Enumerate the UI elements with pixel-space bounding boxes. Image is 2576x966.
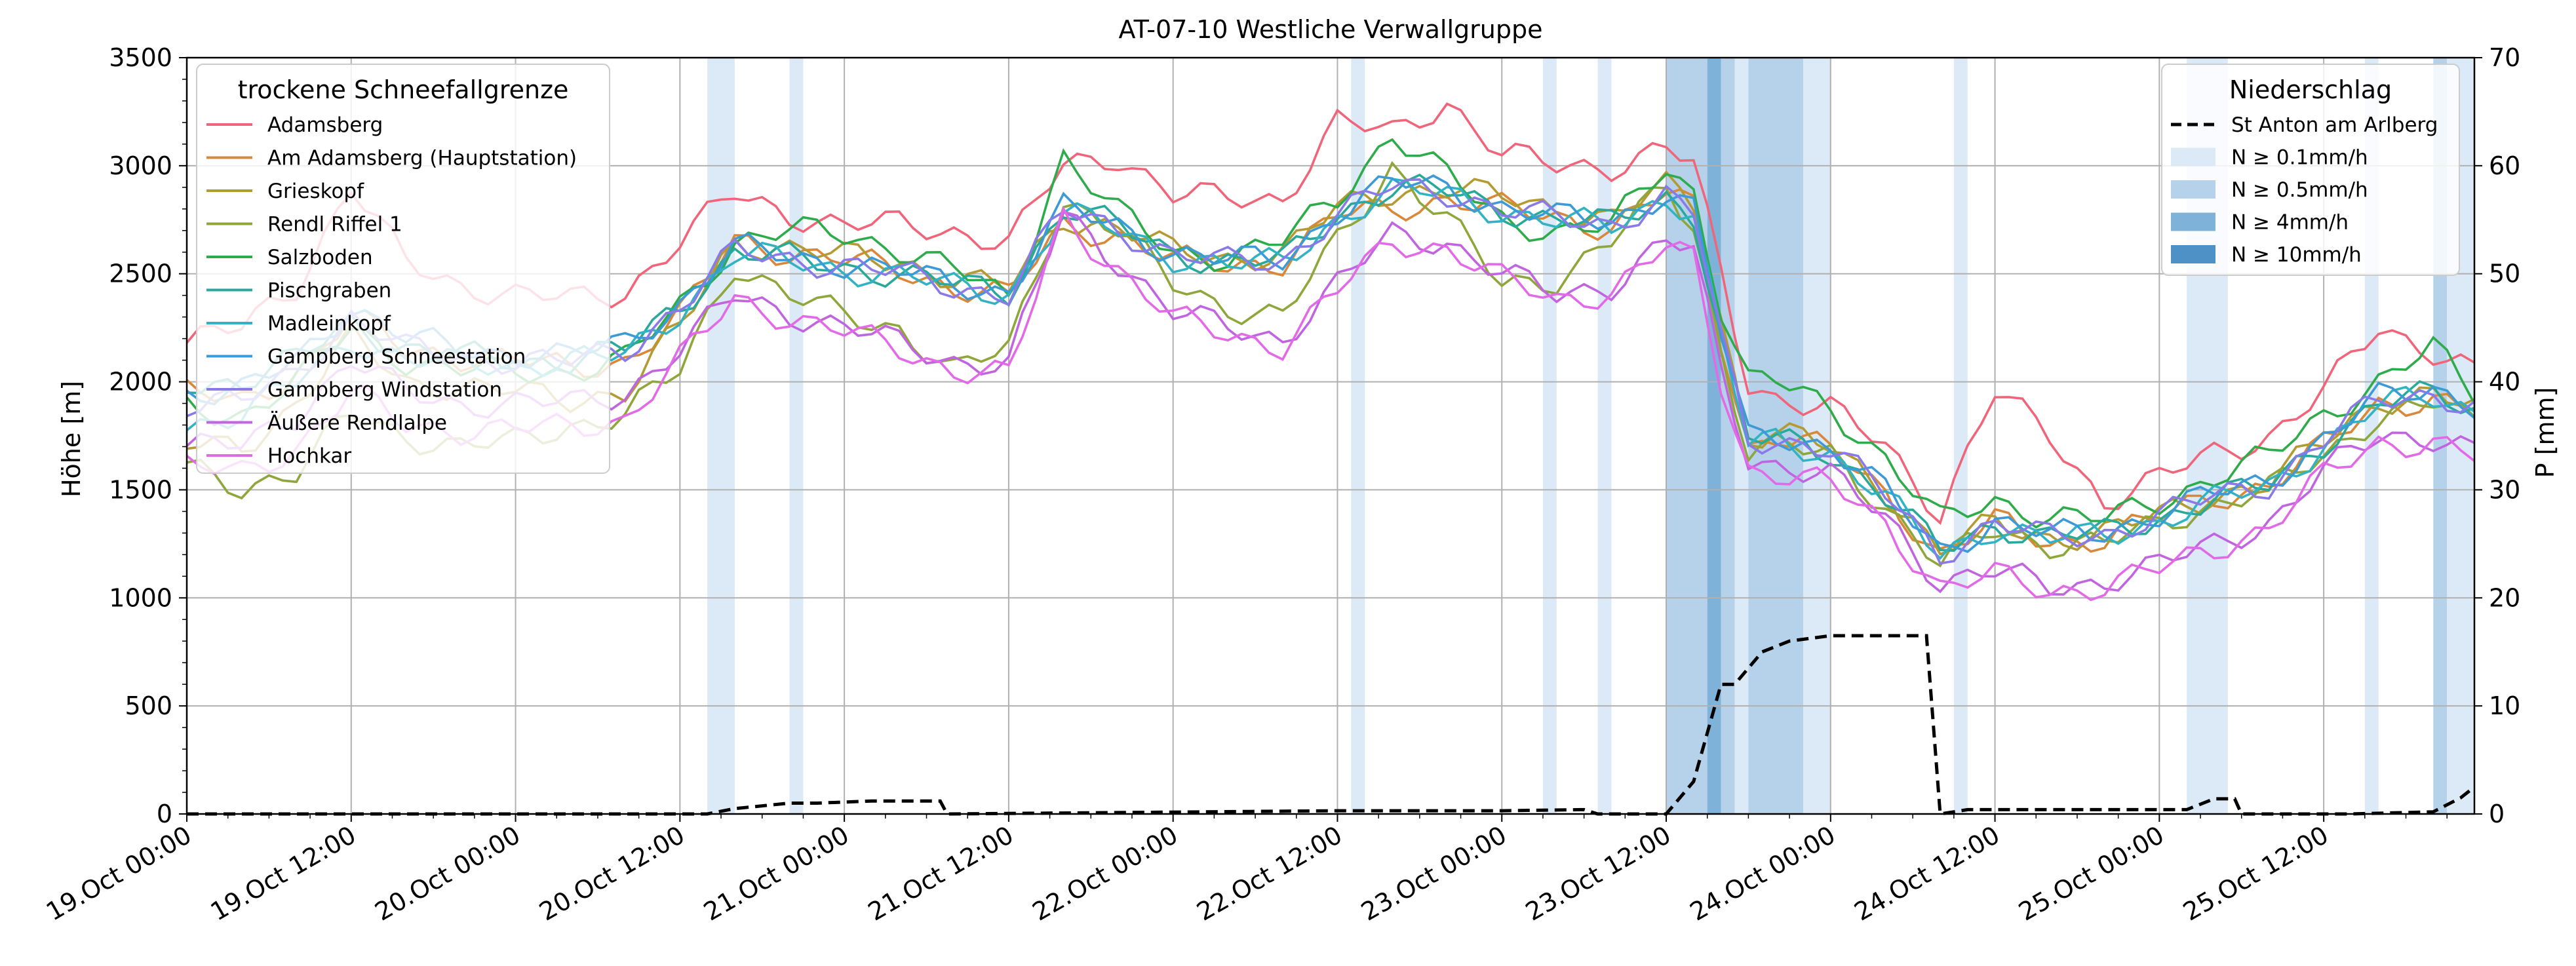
y2-tick-label-7: 70: [2489, 43, 2520, 72]
x-tick-label-2: 20.Oct 00:00: [370, 821, 526, 927]
x-tick-label-3: 20.Oct 12:00: [534, 821, 690, 927]
precip-band-3: [1542, 58, 1557, 814]
y2-tick-label-0: 0: [2489, 800, 2505, 828]
x-tick-label-10: 24.Oct 00:00: [1685, 821, 1841, 927]
precip-band-1: [789, 58, 804, 814]
y-axis-label: Höhe [m]: [57, 381, 86, 497]
x-tick-label-7: 22.Oct 12:00: [1192, 821, 1347, 927]
legend-right-title: Niederschlag: [2229, 75, 2392, 104]
precip-band-5: [1666, 58, 1708, 814]
y-tick-label-6: 3000: [109, 151, 172, 180]
y-tick-label-7: 3500: [109, 43, 172, 72]
legend-label-2: Grieskopf: [267, 180, 364, 203]
x-tick-label-0: 19.Oct 00:00: [41, 821, 197, 927]
legend-right-swatch-4: [2171, 245, 2215, 263]
x-tick-label-8: 23.Oct 00:00: [1356, 821, 1512, 927]
y2-tick-label-1: 10: [2489, 691, 2520, 720]
x-tick-label-11: 24.Oct 12:00: [1850, 821, 2005, 927]
x-tick-label-1: 19.Oct 12:00: [206, 821, 361, 927]
y-tick-label-4: 2000: [109, 368, 172, 396]
legend-left: trockene Schneefallgrenze Adamsberg Am Ad…: [196, 64, 610, 474]
legend-right-swatch-1: [2171, 147, 2215, 166]
x-tick-label-13: 25.Oct 12:00: [2178, 821, 2333, 927]
x-tick-label-4: 21.Oct 00:00: [699, 821, 854, 927]
legend-label-4: Salzboden: [267, 246, 373, 269]
legend-right: Niederschlag St Anton am Arlberg N ≥ 0.1m…: [2161, 64, 2460, 276]
legend-left-title: trockene Schneefallgrenze: [238, 75, 569, 104]
precip-band-2: [1351, 58, 1365, 814]
x-tick-label-6: 22.Oct 00:00: [1028, 821, 1183, 927]
y2-tick-label-6: 60: [2489, 151, 2520, 180]
legend-label-6: Madleinkopf: [267, 312, 391, 336]
precip-line-st-anton: [187, 634, 2476, 816]
legend-label-10: Hochkar: [267, 444, 351, 468]
legend-left-frame: [196, 64, 610, 474]
x-tick-label-12: 25.Oct 00:00: [2014, 821, 2169, 927]
precipitation-line: [187, 634, 2476, 816]
precip-band-0: [707, 58, 735, 814]
legend-right-label-0: St Anton am Arlberg: [2231, 113, 2438, 137]
x-tick-label-9: 23.Oct 12:00: [1521, 821, 1676, 927]
x-tick-label-5: 21.Oct 12:00: [863, 821, 1019, 927]
plot-frame: [185, 56, 2476, 815]
legend-right-label-4: N ≥ 10mm/h: [2231, 243, 2362, 267]
y-tick-label-1: 500: [125, 691, 172, 720]
precip-band-11: [1953, 58, 1968, 814]
y2-tick-label-5: 50: [2489, 260, 2520, 288]
legend-right-swatch-3: [2171, 212, 2215, 231]
y2-tick-label-3: 30: [2489, 475, 2520, 504]
legend-right-label-2: N ≥ 0.5mm/h: [2231, 178, 2368, 202]
legend-label-1: Am Adamsberg (Hauptstation): [267, 147, 577, 170]
y2-tick-label-2: 20: [2489, 583, 2520, 612]
y-tick-label-2: 1000: [109, 583, 172, 612]
legend-right-label-1: N ≥ 0.1mm/h: [2231, 146, 2368, 170]
y-tick-label-0: 0: [157, 800, 172, 828]
y2-axis-label: P [mm]: [2531, 387, 2560, 478]
legend-label-5: Pischgraben: [267, 279, 391, 303]
legend-right-swatch-2: [2171, 180, 2215, 199]
chart-title: AT-07-10 Westliche Verwallgruppe: [1119, 15, 1543, 44]
legend-label-3: Rendl Riffel 1: [267, 213, 402, 237]
precip-band-6: [1707, 58, 1721, 814]
y-tick-label-3: 1500: [109, 475, 172, 504]
legend-label-8: Gampberg Windstation: [267, 378, 502, 402]
legend-right-label-3: N ≥ 4mm/h: [2231, 211, 2349, 235]
legend-label-9: Äußere Rendlalpe: [267, 412, 447, 435]
legend-label-0: Adamsberg: [267, 113, 383, 137]
precip-band-7: [1721, 58, 1735, 814]
y2-tick-label-4: 40: [2489, 368, 2520, 396]
y-tick-label-5: 2500: [109, 260, 172, 288]
legend-label-7: Gampberg Schneestation: [267, 345, 526, 369]
legend-right-frame: [2161, 64, 2460, 276]
